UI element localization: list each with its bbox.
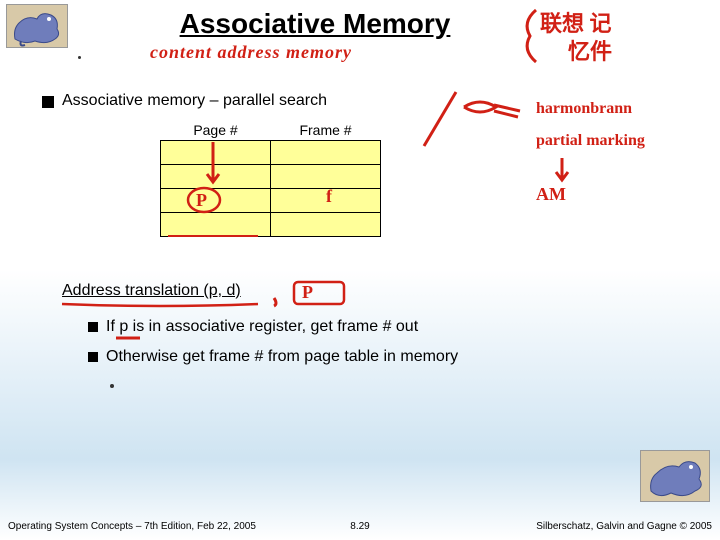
table-cell (161, 141, 271, 165)
table-cell (161, 189, 271, 213)
table-cell (161, 165, 271, 189)
slide-title: Associative Memory (150, 8, 480, 40)
annot-table-p: P (196, 190, 207, 211)
table-cell (271, 213, 381, 237)
bullet-square-sub1 (88, 322, 98, 332)
table-cell (161, 213, 271, 237)
addr-trans-text: Address translation (p, d) (62, 282, 241, 300)
bullet-sub1-text: If p is in associative register, get fra… (106, 318, 418, 336)
footer-right: Silberschatz, Galvin and Gagne © 2005 (536, 521, 712, 532)
table-cell (271, 141, 381, 165)
table-header-frame: Frame # (271, 120, 381, 141)
slash-icon (420, 90, 460, 150)
bullet-square-main (42, 96, 54, 108)
footer-center: 8.29 (350, 521, 369, 532)
annot-addr-p: P (302, 282, 313, 303)
dot-mark-2 (78, 56, 81, 59)
bullet-square-sub2 (88, 352, 98, 362)
table-header-page: Page # (161, 120, 271, 141)
dot-mark (110, 384, 114, 388)
bullet-main-text: Associative memory – parallel search (62, 92, 327, 110)
logo-bot-right (640, 450, 710, 502)
annot-harmon: harmonbrann (536, 100, 632, 118)
annot-cam: content address memory (150, 42, 352, 63)
bullet-sub2-text: Otherwise get frame # from page table in… (106, 348, 458, 366)
addr-underline-hand-icon (60, 300, 260, 310)
addr-arrow-icon (270, 286, 300, 308)
arrow-down-icon (550, 156, 574, 186)
dinosaur-icon (7, 5, 68, 48)
annot-table-f: f (326, 186, 332, 207)
annot-am: AM (536, 184, 566, 205)
scribble-icon (460, 95, 530, 125)
slide-root: Associative Memory 联想 记 忆件 content addre… (0, 0, 720, 540)
table-cell (271, 165, 381, 189)
addr-p-box-icon (292, 280, 348, 308)
dinosaur-icon (641, 451, 710, 502)
logo-top-left (6, 4, 68, 48)
footer-left: Operating System Concepts – 7th Edition,… (8, 521, 256, 532)
annot-zh-2: 忆件 (568, 34, 612, 66)
assoc-memory-table: Page # Frame # (160, 120, 381, 237)
annot-partial: partial marking (536, 132, 645, 150)
